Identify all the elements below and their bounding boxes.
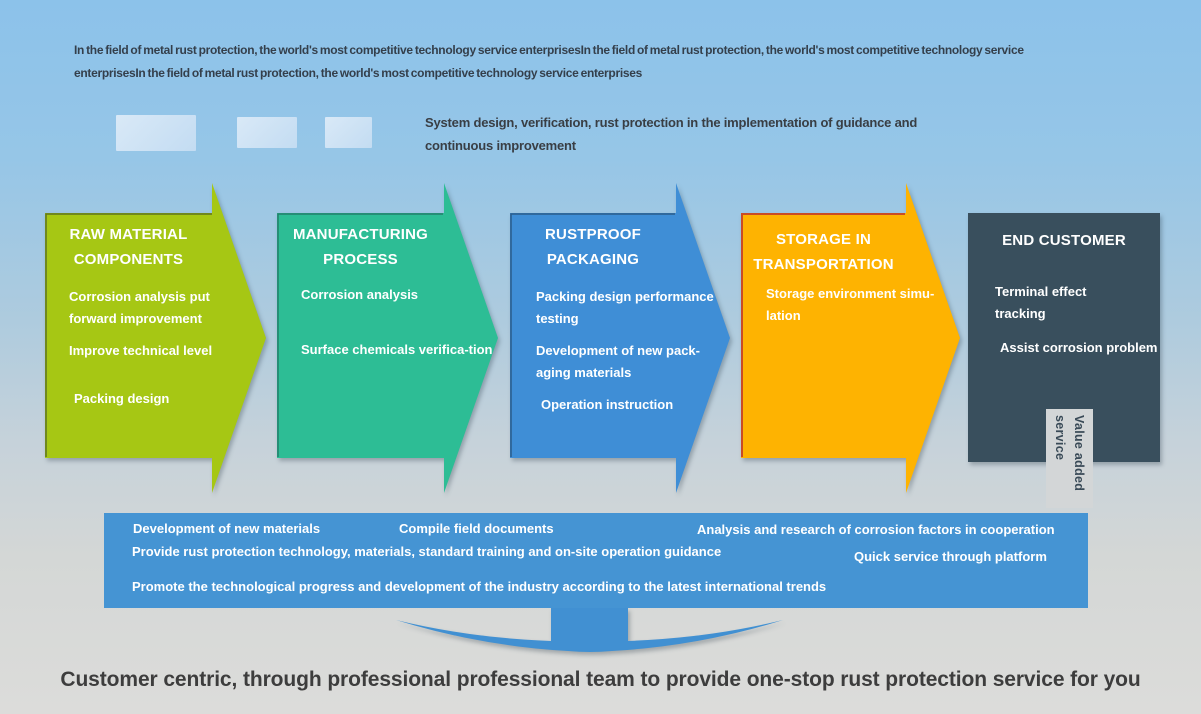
stage-item: Surface chemicals verifica-tion (301, 342, 493, 357)
stage-item: Packing design (74, 391, 170, 406)
stage-items-storage: Storage environment simu-lation (766, 283, 951, 327)
decorative-rect-medium (237, 117, 297, 148)
banner-item: Compile field documents (399, 521, 554, 536)
stage-arrow-storage (741, 183, 960, 493)
stage-item: Improve technical level (69, 343, 213, 358)
stage-edge-manufacturing (277, 213, 443, 457)
stage-item: Terminal effect tracking (995, 284, 1087, 321)
stage-title-raw-material: RAW MATERIAL COMPONENTS (69, 226, 188, 268)
stage-arrow-rustproof (510, 183, 730, 493)
stage-title-manufacturing: MANUFACTURING PROCESS (292, 226, 429, 268)
banner-item: Provide rust protection technology, mate… (132, 544, 722, 559)
stage-items-rustproof: Packing design performance testing Devel… (536, 286, 714, 416)
value-added-service-tag: Value added service (1046, 409, 1093, 508)
services-banner: Development of new materials Compile fie… (104, 513, 1088, 608)
stage-item: Packing design performance testing (536, 289, 714, 326)
intro-paragraph: In the field of metal rust protection, t… (74, 43, 1024, 80)
banner-item: Analysis and research of corrosion facto… (697, 522, 1055, 537)
stage-title-end-customer: END CUSTOMER (1002, 232, 1126, 249)
down-arrow (396, 608, 783, 652)
stage-item: Corrosion analysis put forward improveme… (69, 289, 210, 326)
decorative-rect-small (325, 117, 372, 148)
stage-edge-rustproof (510, 213, 675, 457)
stage-title-rustproof: RUSTPROOF PACKAGING (545, 226, 641, 268)
decorative-rect-large (116, 115, 196, 151)
stage-edge-raw-material (45, 213, 212, 457)
banner-item: Development of new materials (133, 521, 321, 536)
stage-item: Corrosion analysis (301, 287, 419, 302)
system-design-note: System design, verification, rust protec… (425, 115, 918, 153)
banner-item: Promote the technological progress and d… (132, 579, 827, 594)
banner-item: Quick service through platform (854, 549, 1047, 564)
stage-item: Assist corrosion problem (1000, 340, 1158, 355)
stage-edge-storage (741, 213, 905, 457)
stage-items-manufacturing: Corrosion analysis Surface chemicals ver… (301, 284, 497, 361)
stage-item: Development of new pack-aging materials (536, 343, 700, 380)
stage-arrow-manufacturing (277, 183, 498, 493)
stage-items-raw-material: Corrosion analysis put forward improveme… (69, 286, 231, 410)
stage-title-storage: STORAGE IN TRANSPORTATION (753, 231, 894, 273)
stage-arrow-raw-material (45, 183, 266, 493)
stage-item: Operation instruction (541, 397, 674, 412)
footer-headline: Customer centric, through professional p… (60, 668, 1141, 691)
stage-item: Storage environment simu-lation (766, 286, 935, 323)
stage-items-end-customer: Terminal effect tracking Assist corrosio… (995, 281, 1158, 359)
